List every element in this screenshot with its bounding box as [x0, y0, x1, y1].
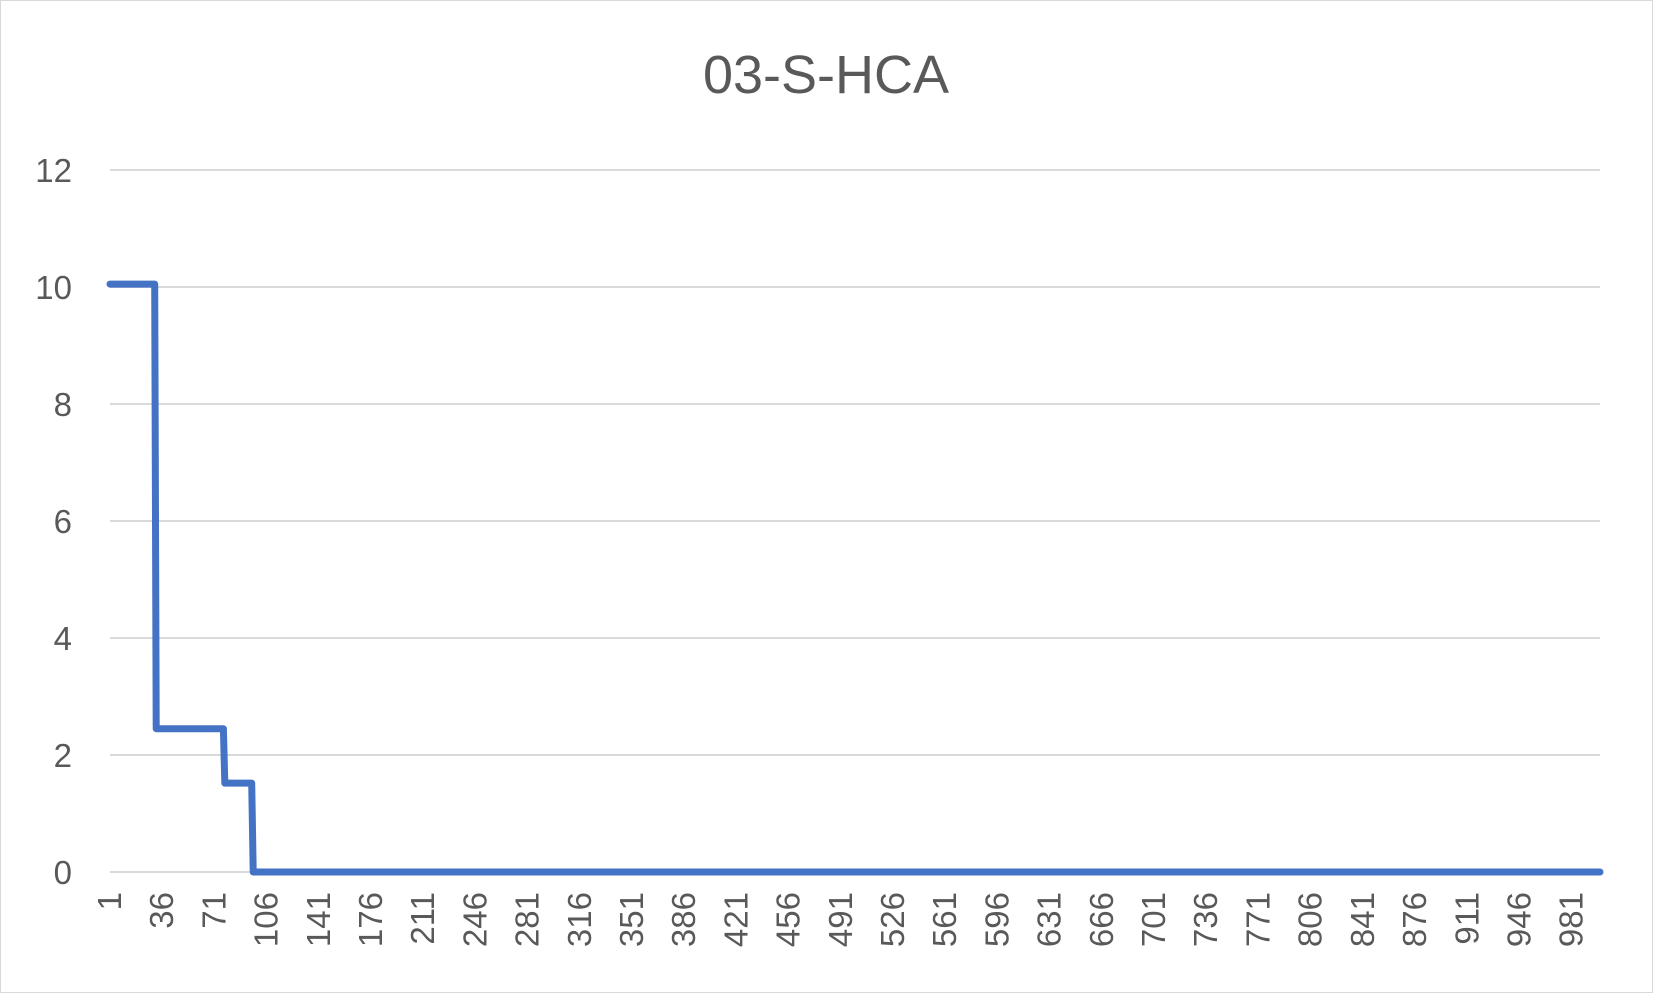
- y-tick-label: 6: [54, 503, 72, 540]
- x-tick-label: 316: [561, 892, 598, 947]
- y-tick-label: 4: [54, 620, 72, 657]
- x-tick-label: 456: [770, 892, 807, 947]
- x-tick-label: 71: [195, 892, 232, 929]
- x-tick-label: 421: [717, 892, 754, 947]
- x-tick-label: 841: [1344, 892, 1381, 947]
- x-tick-label: 36: [143, 892, 180, 929]
- y-tick-label: 0: [54, 854, 72, 891]
- x-tick-label: 211: [404, 892, 441, 945]
- x-tick-label: 736: [1187, 892, 1224, 947]
- x-tick-label: 281: [509, 892, 546, 947]
- x-tick-label: 491: [822, 892, 859, 947]
- chart-title: 03-S-HCA: [703, 45, 949, 105]
- series-line: [106, 280, 1604, 876]
- x-tick-label: 981: [1553, 892, 1590, 947]
- x-tick-label: 596: [978, 892, 1015, 947]
- x-tick-label: 631: [1031, 892, 1068, 947]
- gridlines: [110, 169, 1600, 756]
- x-axis-tick-labels: 1 36 71 106 141 176 211 246 281 316 351 386 421 456 49…: [91, 892, 1590, 947]
- x-tick-label: 876: [1396, 892, 1433, 947]
- x-tick-label: 946: [1500, 892, 1537, 947]
- x-tick-label: 106: [248, 892, 285, 947]
- y-tick-label: 2: [54, 737, 72, 774]
- x-tick-label: 666: [1083, 892, 1120, 947]
- x-tick-label: 701: [1135, 892, 1172, 947]
- x-tick-label: 771: [1239, 892, 1276, 947]
- x-tick-label: 351: [613, 892, 650, 947]
- series-layer: [106, 280, 1604, 876]
- y-axis-tick-labels: 0 2 4 6 8 10 12: [35, 152, 72, 891]
- y-tick-label: 8: [54, 386, 72, 423]
- x-tick-label: 561: [926, 892, 963, 947]
- y-tick-label: 10: [35, 269, 72, 306]
- x-tick-label: 246: [456, 892, 493, 947]
- x-tick-label: 176: [352, 892, 389, 947]
- x-tick-label: 1: [91, 892, 128, 910]
- x-tick-label: 526: [874, 892, 911, 947]
- x-tick-label: 386: [665, 892, 702, 947]
- x-tick-label: 141: [300, 892, 337, 947]
- x-tick-label: 911: [1448, 892, 1485, 945]
- y-tick-label: 12: [35, 152, 72, 189]
- x-tick-label: 806: [1292, 892, 1329, 947]
